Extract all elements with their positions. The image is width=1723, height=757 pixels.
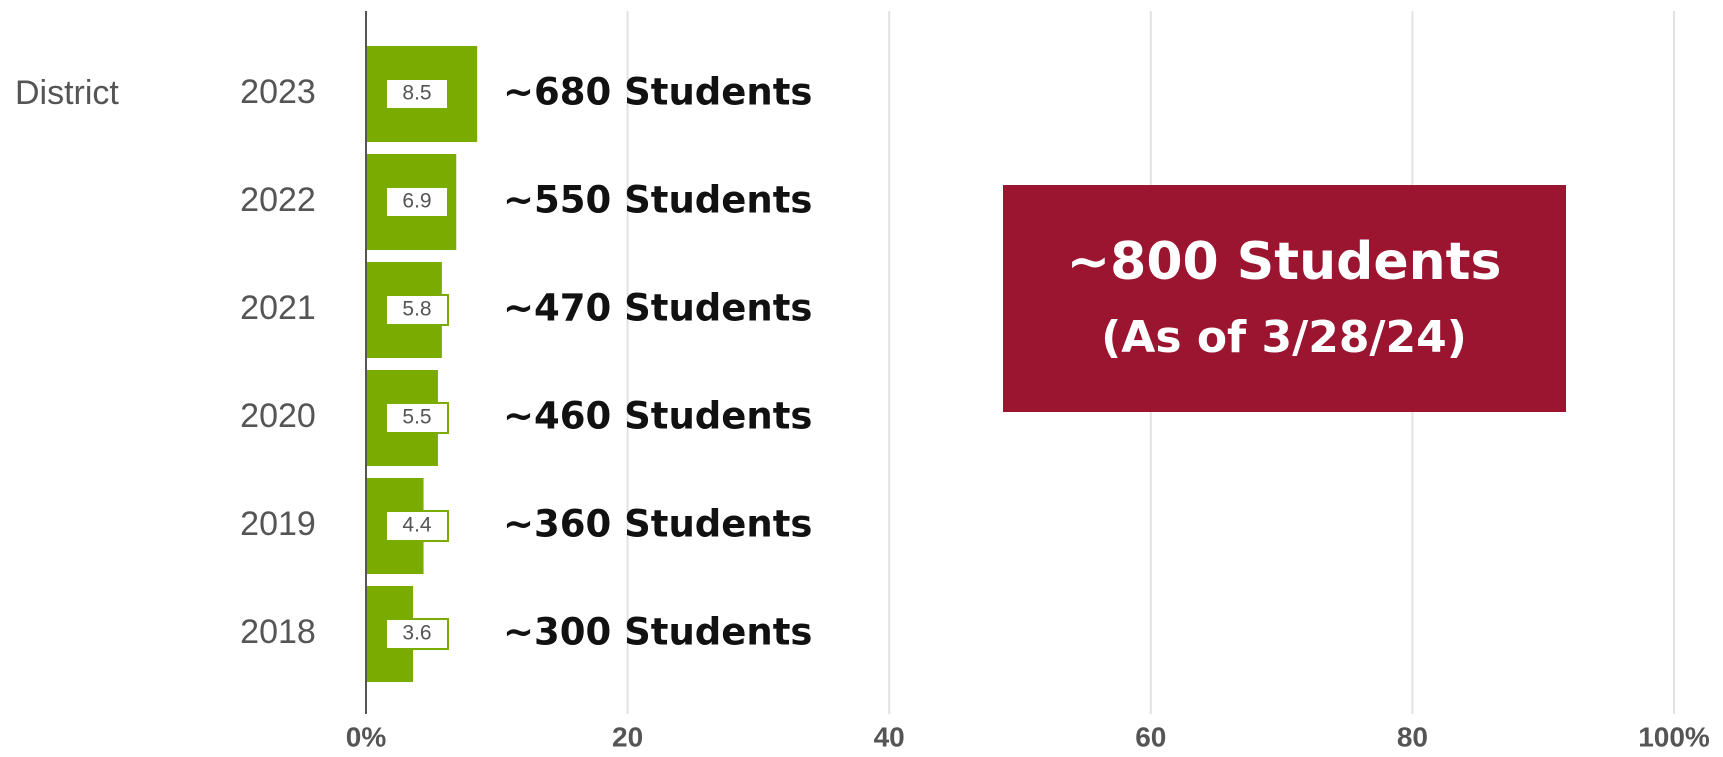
value-label: 5.5 (402, 406, 431, 429)
annotation: ~550 Students (503, 179, 812, 222)
value-label-box (385, 618, 449, 650)
callout-title: ~800 Students (1067, 232, 1502, 292)
y-tick-label: 2021 (240, 289, 316, 327)
value-label-box (385, 510, 449, 542)
x-tick-label: 100% (1638, 721, 1710, 752)
x-tick-label: 60 (1135, 721, 1166, 752)
group-label: District (15, 74, 119, 112)
value-label-box (385, 78, 449, 110)
y-tick-label: 2022 (240, 181, 316, 219)
value-label-box (385, 186, 449, 218)
annotation: ~470 Students (503, 287, 812, 330)
x-tick-label: 40 (874, 721, 905, 752)
value-label: 4.4 (402, 514, 432, 537)
x-tick-label: 80 (1397, 721, 1428, 752)
y-tick-label: 2018 (240, 613, 316, 651)
y-tick-label: 2019 (240, 505, 316, 543)
callout-box (1003, 185, 1566, 412)
annotation: ~680 Students (503, 71, 812, 114)
value-label-box (385, 402, 449, 434)
value-label: 8.5 (402, 82, 431, 105)
callout-subtitle: (As of 3/28/24) (1101, 312, 1467, 363)
value-label-box (385, 294, 449, 326)
annotation: ~300 Students (503, 611, 812, 654)
annotation: ~360 Students (503, 503, 812, 546)
y-tick-label: 2023 (240, 73, 316, 111)
y-tick-label: 2020 (240, 397, 316, 435)
x-tick-label: 0% (346, 721, 387, 752)
value-label: 5.8 (402, 298, 431, 321)
value-label: 3.6 (402, 622, 431, 645)
x-tick-label: 20 (612, 721, 643, 752)
value-label: 6.9 (402, 190, 431, 213)
annotation: ~460 Students (503, 395, 812, 438)
